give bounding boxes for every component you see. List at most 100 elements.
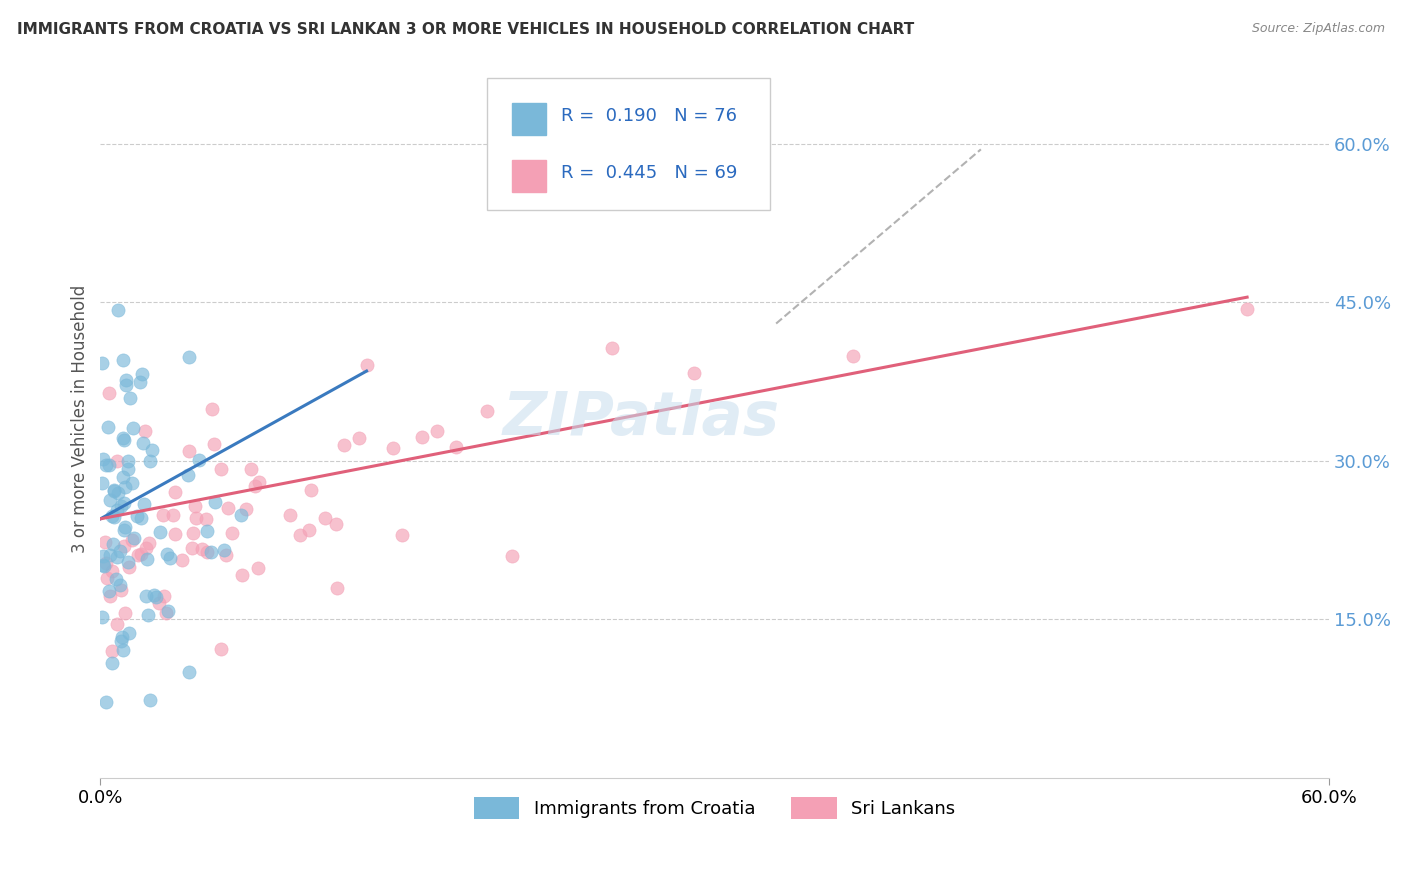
Point [98, 458, 121, 472]
Point [114, 520, 136, 534]
Text: R =  0.445   N = 69: R = 0.445 N = 69 [561, 164, 738, 182]
Text: Source: ZipAtlas.com: Source: ZipAtlas.com [1251, 22, 1385, 36]
Point [96, 571, 118, 585]
Point [382, 442, 405, 456]
Point [139, 693, 162, 707]
Point [184, 510, 207, 524]
Point [501, 549, 523, 563]
Point [209, 642, 232, 657]
Point [247, 561, 270, 575]
Point [136, 552, 159, 566]
Point [118, 560, 141, 574]
Point [411, 430, 433, 444]
Point [91, 610, 114, 624]
Point [325, 581, 347, 595]
Point [202, 437, 225, 451]
FancyBboxPatch shape [512, 161, 547, 193]
Point [105, 572, 128, 586]
Point [115, 378, 138, 392]
Point [172, 552, 194, 566]
Legend: Immigrants from Croatia, Sri Lankans: Immigrants from Croatia, Sri Lankans [467, 789, 962, 826]
Point [221, 526, 243, 541]
Y-axis label: 3 or more Vehicles in Household: 3 or more Vehicles in Household [72, 285, 89, 553]
Point [288, 527, 311, 541]
Point [163, 526, 186, 541]
Point [138, 536, 160, 550]
Point [105, 550, 128, 565]
Point [128, 375, 150, 389]
Point [114, 607, 136, 621]
Point [239, 461, 262, 475]
Text: ZIPatlas: ZIPatlas [502, 389, 779, 448]
Point [110, 583, 132, 598]
Point [145, 591, 167, 605]
Point [97, 420, 120, 434]
FancyBboxPatch shape [512, 103, 547, 135]
Point [96, 556, 118, 570]
Point [118, 391, 141, 405]
Point [190, 541, 212, 556]
Point [229, 508, 252, 523]
Point [136, 608, 159, 623]
Point [118, 626, 141, 640]
Point [112, 496, 135, 510]
Point [105, 453, 128, 467]
Point [209, 462, 232, 476]
Point [101, 644, 124, 658]
Point [129, 511, 152, 525]
Point [143, 588, 166, 602]
Point [91, 549, 114, 563]
Point [122, 421, 145, 435]
Point [444, 440, 467, 454]
Point [177, 351, 200, 365]
Point [135, 589, 157, 603]
Point [108, 544, 131, 558]
Point [103, 484, 125, 499]
Point [91, 356, 114, 370]
Point [139, 454, 162, 468]
Point [101, 657, 124, 671]
Point [134, 497, 156, 511]
Point [131, 367, 153, 381]
Point [201, 402, 224, 417]
Point [91, 558, 114, 573]
Text: R =  0.190   N = 76: R = 0.190 N = 76 [561, 107, 737, 125]
Point [122, 531, 145, 545]
Point [98, 549, 121, 563]
Point [426, 424, 449, 438]
Point [117, 555, 139, 569]
Point [243, 479, 266, 493]
Point [349, 431, 371, 445]
Point [134, 424, 156, 438]
Point [115, 373, 138, 387]
Point [111, 431, 134, 445]
Point [391, 528, 413, 542]
Point [477, 404, 499, 418]
Point [107, 486, 129, 500]
Point [114, 480, 136, 494]
Point [165, 484, 187, 499]
Point [235, 501, 257, 516]
Point [110, 633, 132, 648]
Point [333, 438, 356, 452]
Point [103, 483, 125, 497]
Point [107, 502, 129, 516]
Point [129, 547, 152, 561]
Point [101, 537, 124, 551]
Point [204, 495, 226, 509]
Point [177, 444, 200, 458]
Point [103, 510, 125, 524]
Point [121, 475, 143, 490]
Point [94, 695, 117, 709]
Point [683, 366, 706, 380]
Point [314, 511, 336, 525]
Point [112, 523, 135, 537]
Point [112, 433, 135, 447]
Point [212, 543, 235, 558]
FancyBboxPatch shape [488, 78, 770, 211]
Point [111, 469, 134, 483]
Point [298, 523, 321, 537]
Point [91, 475, 114, 490]
Point [299, 483, 322, 498]
Point [162, 508, 184, 523]
